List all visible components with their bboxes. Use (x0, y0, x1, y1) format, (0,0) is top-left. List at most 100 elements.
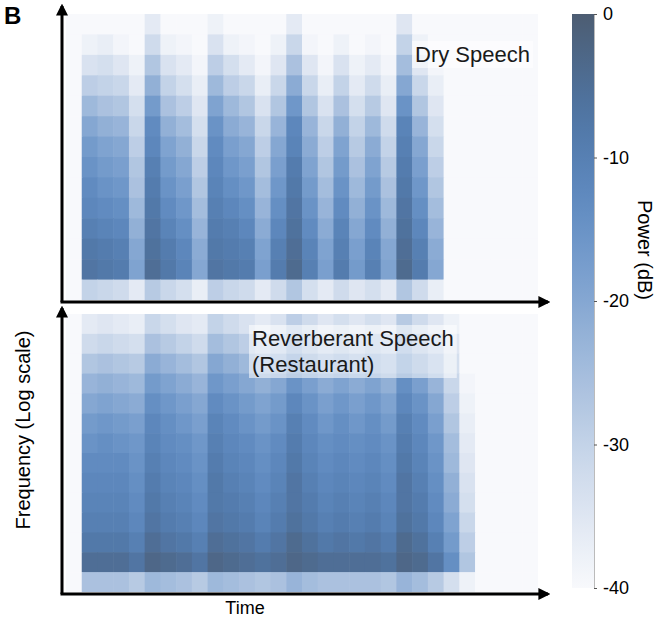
heatmap-cell (365, 239, 381, 260)
heatmap-cell (428, 198, 444, 219)
heatmap-cell (192, 34, 208, 55)
heatmap-cell (491, 493, 507, 513)
heatmap-cell (333, 493, 349, 513)
heatmap-cell (475, 157, 491, 178)
heatmap-cell (129, 96, 145, 117)
heatmap-cell (475, 552, 491, 572)
color-bar-tick-label: -40 (603, 578, 629, 598)
heatmap-cell (459, 572, 475, 592)
heatmap-cell (459, 116, 475, 137)
color-bar-tick: -10 (594, 148, 629, 168)
heatmap-cell (412, 218, 428, 239)
heatmap-cell (113, 513, 129, 533)
heatmap-cell (365, 572, 381, 592)
heatmap-cell (507, 433, 523, 453)
heatmap-cell (333, 473, 349, 493)
heatmap-cell (97, 259, 113, 280)
heatmap-cell (176, 314, 192, 334)
heatmap-cell (475, 374, 491, 394)
heatmap-cell (176, 198, 192, 219)
heatmap-cell (160, 513, 176, 533)
heatmap-cell (396, 532, 412, 552)
heatmap-cell (239, 96, 255, 117)
color-bar-tick-mark (594, 301, 597, 302)
heatmap-cell (349, 55, 365, 76)
heatmap-cell (145, 433, 161, 453)
heatmap-cell (192, 334, 208, 354)
heatmap-cell (396, 157, 412, 178)
heatmap-cell (507, 413, 523, 433)
heatmap-cell (381, 116, 397, 137)
heatmap-cell (475, 75, 491, 96)
heatmap-cell (286, 157, 302, 178)
heatmap-cell (129, 513, 145, 533)
panel-title: Dry Speech (415, 42, 530, 67)
heatmap-cell (365, 218, 381, 239)
title-patch (249, 325, 457, 378)
heatmap-cell (333, 157, 349, 178)
heatmap-cell (475, 314, 491, 334)
heatmap-cell (381, 259, 397, 280)
heatmap-cell (97, 280, 113, 300)
heatmap-cell (491, 473, 507, 493)
heatmap-cell (223, 493, 239, 513)
heatmap-cell (239, 239, 255, 260)
heatmap-cell (129, 259, 145, 280)
heatmap-cell (302, 116, 318, 137)
heatmap-cell (160, 413, 176, 433)
heatmap-cell (239, 55, 255, 76)
heatmap-cell (223, 334, 239, 354)
heatmap-cell (381, 55, 397, 76)
heatmap-cell (302, 75, 318, 96)
heatmap-cell (66, 552, 82, 572)
heatmap-cell (491, 413, 507, 433)
heatmap-cell (208, 137, 224, 158)
heatmap-cell (459, 259, 475, 280)
heatmap-cell (428, 259, 444, 280)
heatmap-cell (444, 239, 460, 260)
heatmap-cell (318, 116, 334, 137)
heatmap-cell (381, 393, 397, 413)
heatmap-cell (381, 473, 397, 493)
heatmap-cell (255, 513, 271, 533)
heatmap-cell (349, 453, 365, 473)
heatmap-cell (271, 433, 287, 453)
heatmap-cell (66, 413, 82, 433)
heatmap-cell (255, 96, 271, 117)
heatmap-cell (381, 137, 397, 158)
heatmap-cell (318, 96, 334, 117)
heatmap-cell (381, 552, 397, 572)
heatmap-cell (255, 532, 271, 552)
heatmap-cell (66, 218, 82, 239)
heatmap-cell (475, 453, 491, 473)
heatmap-cell (82, 453, 98, 473)
heatmap-cell (176, 137, 192, 158)
heatmap-cell (459, 473, 475, 493)
heatmap-cell (239, 473, 255, 493)
heatmap-cell (286, 239, 302, 260)
heatmap-cell (208, 493, 224, 513)
heatmap-cell (428, 433, 444, 453)
heatmap-cell (271, 532, 287, 552)
heatmap-cell (459, 198, 475, 219)
heatmap-cell (365, 393, 381, 413)
heatmap-cell (522, 393, 538, 413)
heatmap-cell (286, 473, 302, 493)
heatmap-cell (176, 177, 192, 198)
heatmap-cell (396, 473, 412, 493)
heatmap-cell (412, 393, 428, 413)
heatmap-cell (491, 96, 507, 117)
heatmap-cell (192, 413, 208, 433)
heatmap-cell (365, 116, 381, 137)
heatmap-cell (97, 473, 113, 493)
heatmap-cell (271, 14, 287, 35)
heatmap-cell (255, 433, 271, 453)
heatmap-cell (271, 34, 287, 55)
heatmap-cell (302, 280, 318, 300)
heatmap-cell (349, 116, 365, 137)
heatmap-cell (365, 513, 381, 533)
heatmap-cell (318, 259, 334, 280)
heatmap-cell (475, 493, 491, 513)
heatmap-cell (507, 157, 523, 178)
heatmap-cell (208, 259, 224, 280)
